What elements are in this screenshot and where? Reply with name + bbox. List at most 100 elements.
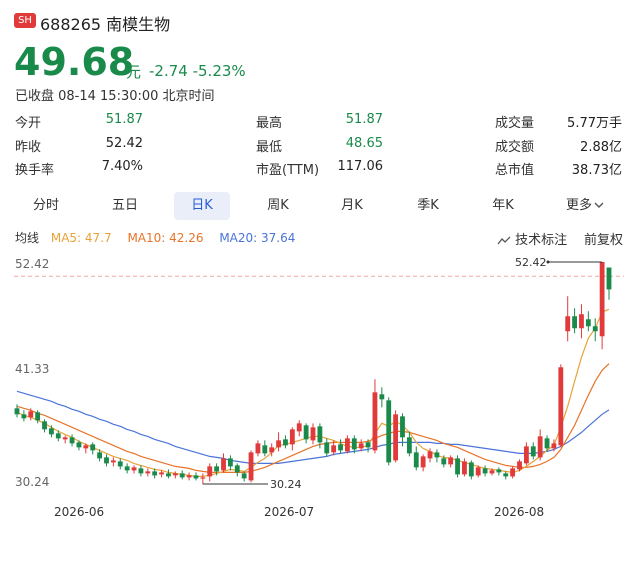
stat-label: 最高 [256,116,283,131]
candle-body [90,444,96,451]
candle-body [276,440,281,448]
candle-body [28,411,34,418]
max-annotation-label: 52.42 [515,256,547,269]
stat-value: 52.42 [105,136,143,151]
candle-body [97,452,103,459]
candle-body [221,458,226,471]
candle-body [572,316,577,329]
candle-body [386,400,392,463]
candle-body [551,443,557,449]
candle-body [606,267,612,290]
ma20-value: MA20: 37.64 [219,231,296,245]
candle-body [310,427,316,441]
y-tick-label: 30.24 [15,475,49,489]
candle-body [179,473,185,478]
candle-body [145,471,151,474]
candle-body [406,437,412,454]
tab-five-day[interactable]: 五日 [111,198,138,213]
y-tick-label: 52.42 [15,257,49,271]
x-tick-label: 2026-08 [494,505,544,519]
candle-body [503,473,509,477]
max-annotation-dot [546,260,550,264]
candle-body [138,468,144,474]
stat-label: 昨收 [15,140,42,155]
change-amount: -2.74 [149,62,188,80]
candle-body [558,367,564,446]
tech-annotation-button[interactable]: 技术标注 [497,229,567,248]
candle-body [83,445,89,449]
candlestick-chart[interactable]: 52.42 41.33 30.24 52.42 30.24 2026-06 2026-07 2… [0,248,638,548]
candle-body [234,465,240,473]
candle-body [55,433,61,439]
candle-body [296,423,302,432]
x-tick-label: 2026-06 [54,505,104,519]
candle-body [159,472,164,475]
ma10-line [16,363,610,473]
candle-body [393,414,399,461]
candle-body [241,473,247,479]
candle-body [468,462,474,477]
candle-body [214,466,220,472]
tab-weekly-k[interactable]: 周K [267,198,289,213]
stat-label: 最低 [256,140,283,155]
candle-body [248,452,254,481]
candle-body [413,452,419,468]
stat-label: 今开 [15,116,42,131]
candle-body [62,437,68,440]
tab-more[interactable]: 更多 [556,192,614,220]
adjust-button[interactable]: 前复权 [584,233,624,248]
x-tick-label: 2026-07 [264,505,314,519]
ma20-line [16,390,610,464]
ma5-value: MA5: 47.7 [50,231,112,245]
exchange-badge: SH [14,13,36,28]
tab-intraday[interactable]: 分时 [32,198,59,213]
candle-body [510,468,516,477]
candle-body [42,421,47,430]
candle-body [166,473,171,477]
stat-label: 换手率 [15,163,55,178]
candle-body [358,443,364,449]
stat-value: 51.87 [345,112,383,127]
candle-body [379,394,385,400]
candle-body [317,426,323,443]
candle-body [69,437,75,444]
candle-body [441,458,447,465]
candle-body [565,316,571,332]
tab-quarterly-k[interactable]: 季K [417,198,439,213]
stat-label: 成交量 [495,116,535,131]
candle-body [303,425,309,440]
candle-body [49,428,54,435]
y-tick-label: 41.33 [15,362,49,376]
stock-title: 688265 南模生物 [40,15,171,34]
candle-body [482,468,488,474]
candle-body [283,439,288,446]
candle-body [289,429,295,445]
candle-body [579,314,584,329]
market-status: 已收盘 08-14 15:30:00 北京时间 [15,89,215,104]
candle-body [448,457,454,465]
tab-yearly-k[interactable]: 年K [492,198,514,213]
candle-body [530,446,536,457]
candle-body [200,477,206,479]
price-unit: 元 [126,63,142,81]
candle-body [372,392,378,451]
stat-label: 成交额 [495,140,535,155]
candle-body [599,262,605,337]
candle-body [172,473,178,476]
candle-body [338,444,343,451]
period-tabs: 分时 五日 日K 周K 月K 季K 年K 更多 [0,190,638,224]
candle-body [523,446,529,464]
candle-body [35,412,41,421]
ma-label: 均线 [15,231,40,245]
stat-value: 7.40% [101,159,143,174]
candle-body [227,458,233,467]
candle-body [462,461,467,475]
ma5-line [16,308,610,477]
candle-body [262,445,268,454]
stat-value: 51.87 [105,112,143,127]
candle-body [544,438,550,449]
tab-daily-k[interactable]: 日K [174,192,230,220]
stat-value: 48.65 [345,136,383,151]
candle-body [434,452,440,458]
tab-monthly-k[interactable]: 月K [341,198,363,213]
